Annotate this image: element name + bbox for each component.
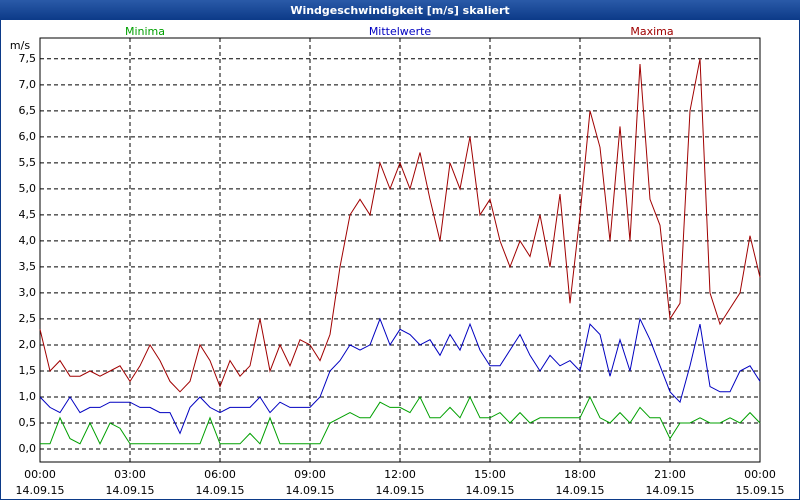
data-line bbox=[40, 395, 761, 445]
y-tick-label: 4,5 bbox=[19, 208, 37, 221]
y-tick-label: 5,5 bbox=[19, 156, 37, 169]
chart-title: Windgeschwindigkeit [m/s] skaliert bbox=[290, 4, 509, 17]
x-tick-label: 00:00 14.09.15 bbox=[16, 468, 65, 497]
title-bar bbox=[0, 0, 800, 20]
y-tick-label: 7,0 bbox=[19, 78, 37, 91]
x-tick-label: 18:00 14.09.15 bbox=[556, 468, 605, 497]
y-tick-label: 7,5 bbox=[19, 52, 37, 65]
legend-label: Minima bbox=[125, 25, 165, 38]
legend-label: Maxima bbox=[630, 25, 673, 38]
y-tick-label: 6,0 bbox=[19, 130, 37, 143]
x-tick-label: 03:00 14.09.15 bbox=[106, 468, 155, 497]
y-tick-label: 0,5 bbox=[19, 416, 37, 429]
x-tick-label: 12:00 14.09.15 bbox=[376, 468, 425, 497]
y-tick-label: 1,5 bbox=[19, 364, 37, 377]
y-tick-label: 1,0 bbox=[19, 390, 37, 403]
data-line bbox=[39, 317, 761, 435]
y-tick-label: 6,5 bbox=[19, 104, 37, 117]
y-unit: m/s bbox=[10, 39, 30, 52]
y-tick-label: 3,5 bbox=[19, 260, 37, 273]
data-line bbox=[39, 58, 761, 393]
y-tick-label: 0,0 bbox=[19, 442, 37, 455]
y-tick-label: 3,0 bbox=[19, 286, 37, 299]
legend-label: Mittelwerte bbox=[369, 25, 432, 38]
x-tick-label: 09:00 14.09.15 bbox=[286, 468, 335, 497]
x-tick-label: 15:00 14.09.15 bbox=[466, 468, 515, 497]
y-tick-label: 4,0 bbox=[19, 234, 37, 247]
x-tick-label: 06:00 14.09.15 bbox=[196, 468, 245, 497]
y-tick-label: 2,0 bbox=[19, 338, 37, 351]
y-tick-label: 2,5 bbox=[19, 312, 37, 325]
y-tick-label: 5,0 bbox=[19, 182, 37, 195]
x-tick-label: 21:00 14.09.15 bbox=[646, 468, 695, 497]
x-tick-label: 00:00 15.09.15 bbox=[736, 468, 785, 497]
